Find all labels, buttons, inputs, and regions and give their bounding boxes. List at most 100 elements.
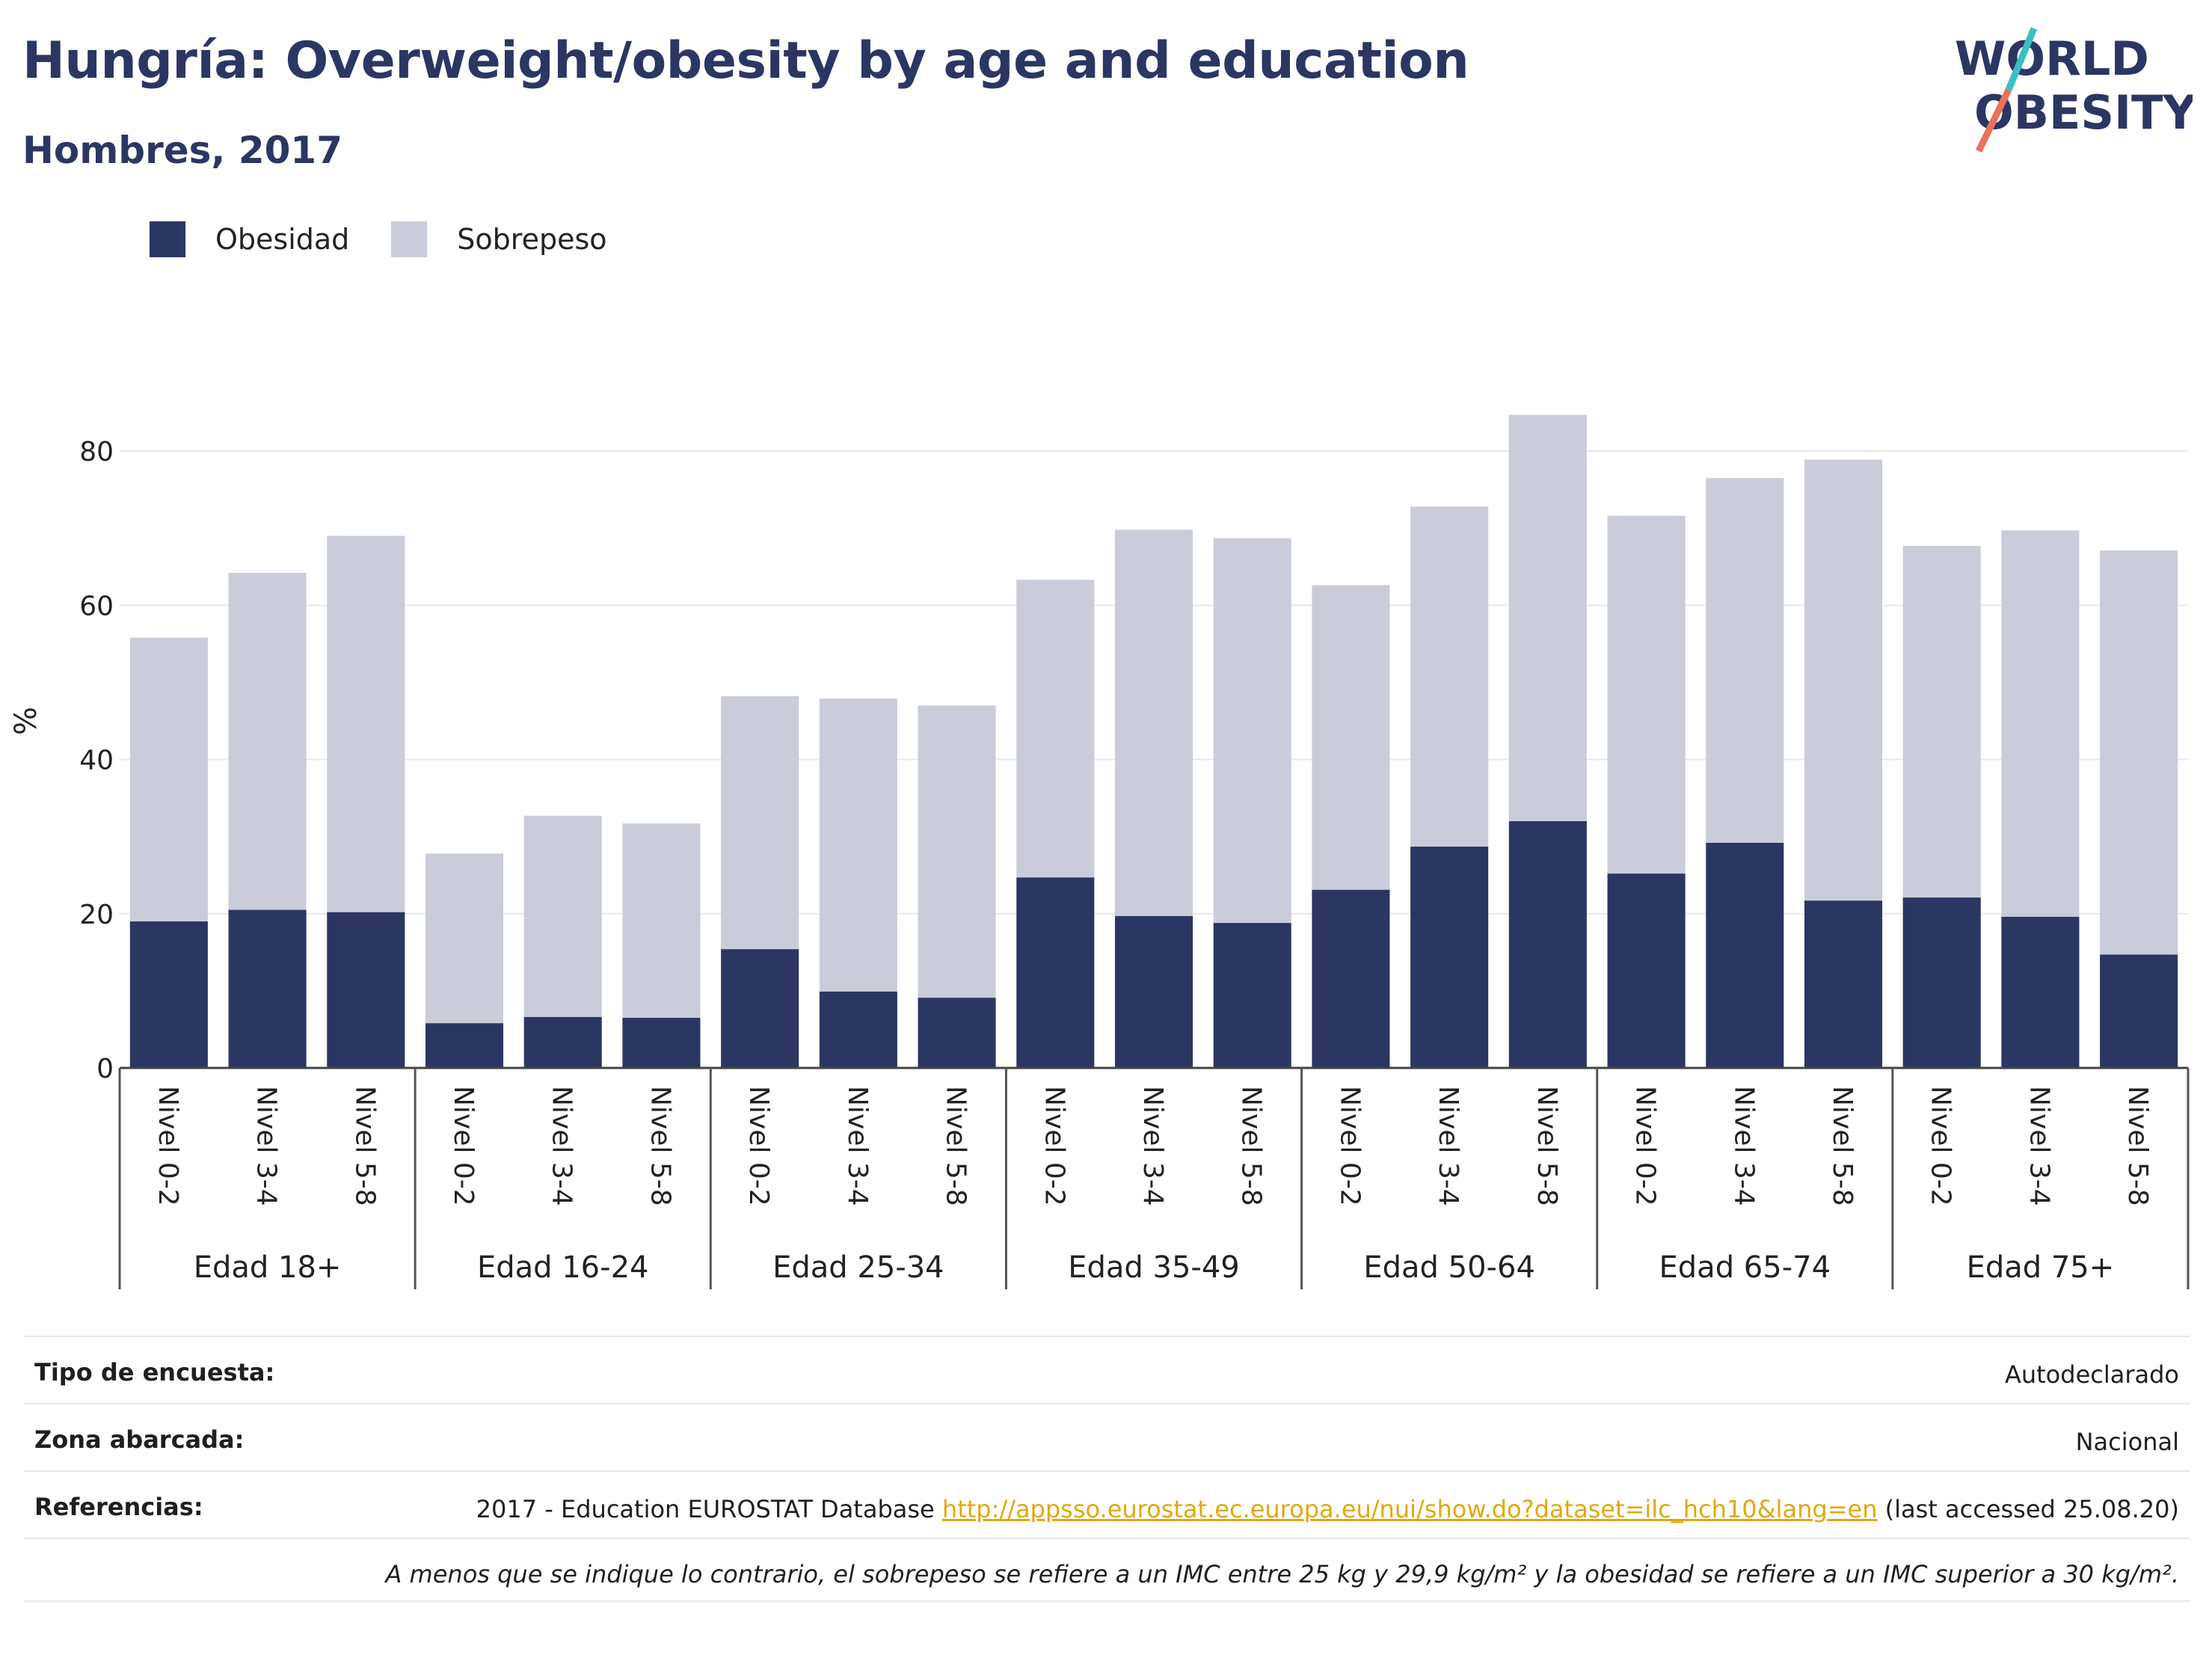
group-label: Edad 65-74 (1659, 1250, 1831, 1285)
bar-obesity (918, 998, 996, 1068)
group-label: Edad 75+ (1967, 1250, 2115, 1285)
reference-text: 2017 - Education EUROSTAT Database (476, 1495, 942, 1523)
bar-overweight (129, 637, 208, 922)
bar-overweight (1508, 414, 1587, 822)
x-tick-label: Nivel 5-8 (1531, 1086, 1562, 1206)
reference-link[interactable]: http://appsso.eurostat.ec.europa.eu/nui/… (941, 1495, 1878, 1523)
bar-obesity (1508, 821, 1587, 1068)
bar-obesity (228, 909, 307, 1068)
bar-obesity (1312, 889, 1390, 1068)
x-tick-label: Nivel 3-4 (842, 1086, 873, 1206)
footer-label-references: Referencias: (34, 1493, 203, 1521)
bar-overweight (228, 573, 307, 910)
x-tick-label: Nivel 0-2 (448, 1086, 479, 1206)
x-tick-label: Nivel 3-4 (1433, 1086, 1463, 1206)
x-tick-label: Nivel 3-4 (547, 1086, 577, 1206)
group-label: Edad 35-49 (1068, 1250, 1240, 1285)
bar-overweight (1902, 545, 1981, 898)
bar-obesity (1410, 847, 1489, 1068)
bar-overweight (918, 705, 996, 998)
bar-overweight (721, 696, 799, 950)
y-axis-title: % (9, 707, 43, 735)
x-tick-label: Nivel 5-8 (1236, 1086, 1267, 1206)
bar-overweight (2100, 550, 2178, 955)
x-tick-label: Nivel 5-8 (645, 1086, 675, 1206)
bar-overweight (1016, 580, 1095, 878)
footer-value-survey-type: Autodeclarado (2004, 1360, 2179, 1389)
footer-row-coverage: Zona abarcada: Nacional (24, 1403, 2190, 1470)
legend-label-obesity: Obesidad (215, 223, 350, 256)
x-tick-label: Nivel 3-4 (1728, 1086, 1759, 1206)
bar-overweight (1114, 529, 1193, 916)
y-tick-label: 0 (96, 1054, 114, 1084)
legend-label-overweight: Sobrepeso (457, 223, 607, 256)
bar-obesity (2001, 916, 2080, 1068)
reference-accessed: (last accessed 25.08.20) (1877, 1495, 2179, 1523)
bar-obesity (425, 1023, 504, 1068)
footer-note: A menos que se indique lo contrario, el … (24, 1538, 2190, 1602)
legend-item-overweight: Sobrepeso (391, 221, 607, 257)
x-tick-label: Nivel 0-2 (1926, 1086, 1956, 1206)
group-label: Edad 16-24 (477, 1250, 649, 1285)
bar-overweight (1804, 459, 1883, 901)
x-tick-label: Nivel 0-2 (1039, 1086, 1069, 1206)
bar-obesity (523, 1016, 602, 1068)
y-tick-label: 80 (79, 437, 114, 467)
bar-overweight (1607, 515, 1686, 874)
bar-overweight (1410, 506, 1489, 847)
y-tick-label: 20 (79, 900, 114, 930)
bar-obesity (2100, 954, 2178, 1068)
bar-obesity (1902, 897, 1981, 1068)
footer-value-references: 2017 - Education EUROSTAT Database http:… (476, 1493, 2179, 1526)
bar-obesity (327, 912, 405, 1068)
bar-obesity (1607, 873, 1686, 1068)
world-obesity-logo: WORLD OBESITY (1955, 27, 2193, 153)
x-tick-label: Nivel 5-8 (1827, 1086, 1858, 1206)
logo-line1: WORLD (1955, 31, 2149, 86)
bar-overweight (425, 853, 504, 1024)
bar-obesity (622, 1017, 701, 1068)
bar-obesity (1114, 915, 1193, 1068)
x-tick-label: Nivel 3-4 (2024, 1086, 2054, 1206)
bar-overweight (1213, 538, 1291, 924)
x-tick-label: Nivel 3-4 (1137, 1086, 1168, 1206)
bar-overweight (1706, 478, 1784, 843)
x-tick-label: Nivel 3-4 (251, 1086, 282, 1206)
x-tick-label: Nivel 0-2 (1334, 1086, 1365, 1206)
footer-row-survey-type: Tipo de encuesta: Autodeclarado (24, 1336, 2190, 1403)
chart-legend: Obesidad Sobrepeso (150, 221, 649, 257)
y-tick-label: 40 (79, 746, 114, 776)
footer-label-survey-type: Tipo de encuesta: (34, 1358, 275, 1387)
legend-swatch-overweight (391, 221, 428, 257)
x-tick-label: Nivel 5-8 (349, 1086, 380, 1206)
bar-obesity (1706, 842, 1784, 1068)
group-label: Edad 50-64 (1363, 1250, 1535, 1285)
logo-slash-coral-icon (1975, 88, 2012, 153)
x-tick-label: Nivel 5-8 (941, 1086, 971, 1206)
bar-overweight (327, 535, 405, 912)
bar-overweight (622, 823, 701, 1018)
legend-swatch-obesity (150, 221, 185, 257)
legend-item-obesity: Obesidad (150, 221, 349, 257)
footer-row-references: Referencias: 2017 - Education EUROSTAT D… (24, 1470, 2190, 1538)
bar-obesity (129, 921, 208, 1068)
stacked-bar-chart: 0 20 40 60 80% Nivel 0-2 Nivel 3-4 Nivel 5-8 Niv… (9, 414, 2190, 1289)
bar-obesity (1213, 923, 1291, 1068)
footer-label-coverage: Zona abarcada: (34, 1425, 245, 1454)
footer-value-coverage: Nacional (2075, 1428, 2179, 1456)
bar-overweight (523, 815, 602, 1017)
group-label: Edad 18+ (194, 1250, 342, 1285)
y-tick-label: 60 (79, 591, 114, 621)
logo-slash-teal-icon (2005, 27, 2038, 91)
bar-obesity (819, 991, 897, 1068)
bar-overweight (819, 698, 897, 992)
bar-obesity (1804, 900, 1883, 1068)
x-tick-label: Nivel 0-2 (153, 1086, 183, 1206)
page-title: Hungría: Overweight/obesity by age and e… (22, 31, 1469, 90)
x-tick-label: Nivel 0-2 (743, 1086, 774, 1206)
info-footer: Tipo de encuesta: Autodeclarado Zona aba… (24, 1336, 2190, 1602)
page-subtitle: Hombres, 2017 (22, 129, 342, 172)
bar-overweight (1312, 585, 1390, 890)
group-label: Edad 25-34 (772, 1250, 944, 1285)
bar-overweight (2001, 530, 2080, 917)
